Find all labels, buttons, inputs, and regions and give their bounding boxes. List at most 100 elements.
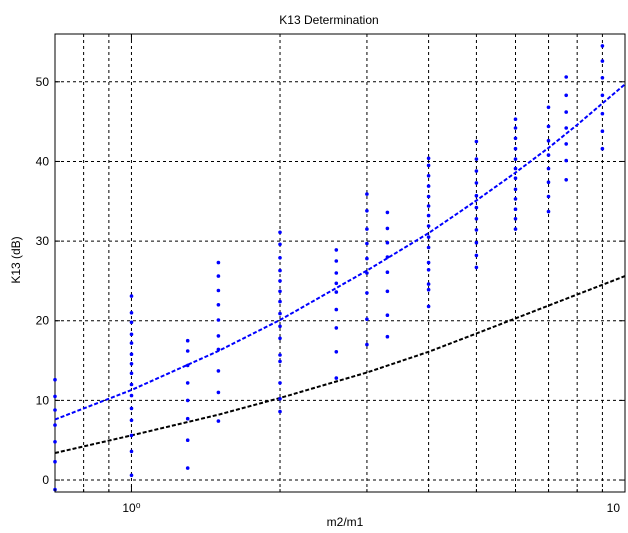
data-point: [600, 129, 605, 133]
y-tick-label: 40: [36, 154, 50, 168]
data-point: [129, 393, 134, 398]
data-point: [334, 326, 339, 330]
data-point: [334, 290, 339, 294]
data-point: [129, 294, 134, 298]
data-point: [216, 419, 221, 423]
data-point: [129, 341, 134, 345]
data-point: [216, 334, 221, 338]
data-point: [474, 157, 479, 161]
data-point: [129, 406, 134, 411]
data-point: [513, 136, 518, 141]
axis-ticks: 0 10 20 30 40 50 10⁰ 10: [36, 34, 626, 515]
data-point: [564, 126, 568, 130]
data-point: [474, 217, 479, 221]
data-point: [334, 271, 339, 275]
data-point: [278, 397, 282, 401]
data-point: [334, 259, 339, 263]
data-point: [513, 166, 518, 171]
data-point: [216, 303, 221, 307]
data-point: [513, 207, 518, 211]
data-point: [53, 440, 57, 444]
data-point: [185, 416, 190, 421]
data-point: [564, 93, 568, 98]
data-point: [129, 371, 134, 376]
y-tick-label: 0: [42, 473, 49, 487]
data-point: [546, 166, 551, 171]
data-point: [129, 352, 134, 357]
data-point: [474, 228, 479, 232]
data-point: [546, 209, 551, 214]
data-point: [600, 93, 605, 98]
data-point: [365, 227, 369, 231]
data-point: [385, 255, 390, 259]
data-point: [513, 217, 518, 221]
data-point: [129, 320, 134, 325]
data-point: [513, 197, 518, 201]
data-point: [426, 224, 431, 228]
data-point: [385, 334, 390, 339]
data-point: [334, 307, 339, 312]
data-point: [53, 423, 57, 427]
data-point: [426, 282, 431, 286]
data-point: [600, 111, 605, 116]
data-point: [474, 240, 479, 245]
data-point: [129, 473, 134, 478]
data-point: [474, 181, 479, 185]
data-point: [513, 146, 518, 151]
data-point: [365, 192, 369, 196]
data-point: [426, 204, 431, 208]
data-point: [513, 126, 518, 130]
plot-frame: [54, 33, 626, 493]
data-point: [365, 241, 369, 246]
data-point: [513, 117, 518, 121]
data-point: [365, 291, 369, 295]
data-point: [546, 153, 551, 157]
data-point: [426, 235, 431, 239]
data-point: [216, 274, 221, 278]
data-point: [474, 169, 479, 173]
data-point: [426, 156, 431, 161]
x-axis-label: m2/m1: [327, 515, 364, 529]
data-point: [53, 394, 57, 399]
data-point: [129, 332, 134, 337]
data-point: [426, 287, 431, 292]
data-point: [385, 289, 390, 294]
data-point: [185, 338, 190, 343]
data-point: [426, 260, 431, 265]
data-point: [426, 184, 431, 188]
data-point: [426, 174, 431, 178]
x-tick-label: 10: [607, 501, 621, 515]
fit-lines: [54, 83, 626, 454]
data-point: [564, 178, 568, 182]
data-point: [426, 304, 431, 309]
data-point: [334, 248, 339, 252]
data-point: [216, 288, 221, 293]
data-point: [278, 299, 282, 304]
blue-fit-line: [54, 83, 626, 421]
data-point: [129, 418, 134, 423]
black-fit-line: [54, 275, 626, 454]
data-point: [334, 281, 339, 286]
data-point: [426, 268, 431, 272]
plot-border: [54, 33, 626, 493]
data-point: [334, 350, 339, 354]
y-tick-label: 20: [36, 314, 50, 328]
data-point: [365, 256, 369, 261]
data-point: [278, 279, 282, 283]
data-point: [385, 313, 390, 318]
data-point: [546, 105, 551, 110]
data-point: [278, 255, 282, 260]
data-point: [216, 347, 221, 352]
data-point: [278, 353, 282, 357]
data-point: [278, 409, 282, 414]
data-point: [129, 433, 134, 438]
y-tick-label: 10: [36, 393, 50, 407]
data-point: [564, 110, 568, 114]
data-point: [513, 176, 518, 180]
data-point: [365, 271, 369, 275]
data-point: [546, 124, 551, 129]
data-point: [278, 268, 282, 273]
data-point: [474, 253, 479, 258]
data-point: [185, 363, 190, 368]
